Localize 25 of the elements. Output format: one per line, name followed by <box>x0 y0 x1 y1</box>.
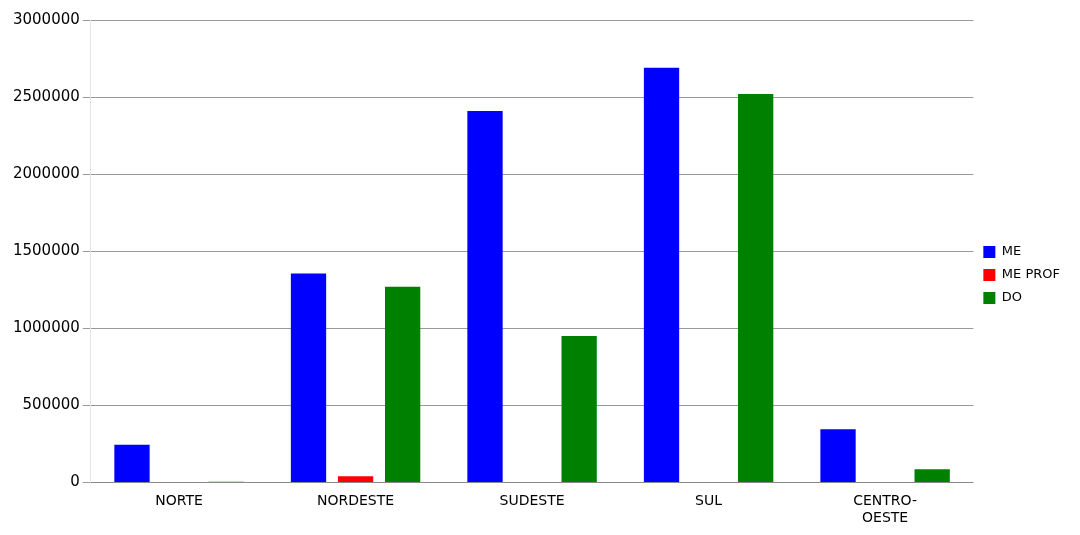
x-tick-label: CENTRO-OESTE <box>853 492 918 526</box>
y-tick-label: 1500000 <box>12 241 80 260</box>
bar <box>337 476 374 482</box>
bar <box>820 429 856 482</box>
y-tick-label: 2500000 <box>12 86 80 105</box>
legend-label: ME <box>1001 243 1022 259</box>
y-tick-label: 3000000 <box>12 9 80 28</box>
bar <box>467 110 503 482</box>
bar <box>290 273 327 482</box>
bar <box>738 93 774 482</box>
x-tick-label: NORTE <box>155 492 203 509</box>
bar <box>914 469 950 482</box>
legend-label: ME PROF <box>1001 266 1061 282</box>
bar <box>643 67 680 482</box>
legend-label: DO <box>1001 289 1023 305</box>
x-tick-label: SUDESTE <box>499 492 565 509</box>
y-tick-label: 2000000 <box>12 164 80 183</box>
bar <box>384 286 421 482</box>
y-tick-label: 500000 <box>22 395 80 414</box>
y-tick-label: 1000000 <box>12 318 80 337</box>
bar <box>561 335 597 482</box>
y-tick-label: 0 <box>70 472 80 491</box>
bar <box>114 444 150 482</box>
x-tick-label: NORDESTE <box>317 492 395 509</box>
x-tick-label: SUL <box>695 492 723 509</box>
